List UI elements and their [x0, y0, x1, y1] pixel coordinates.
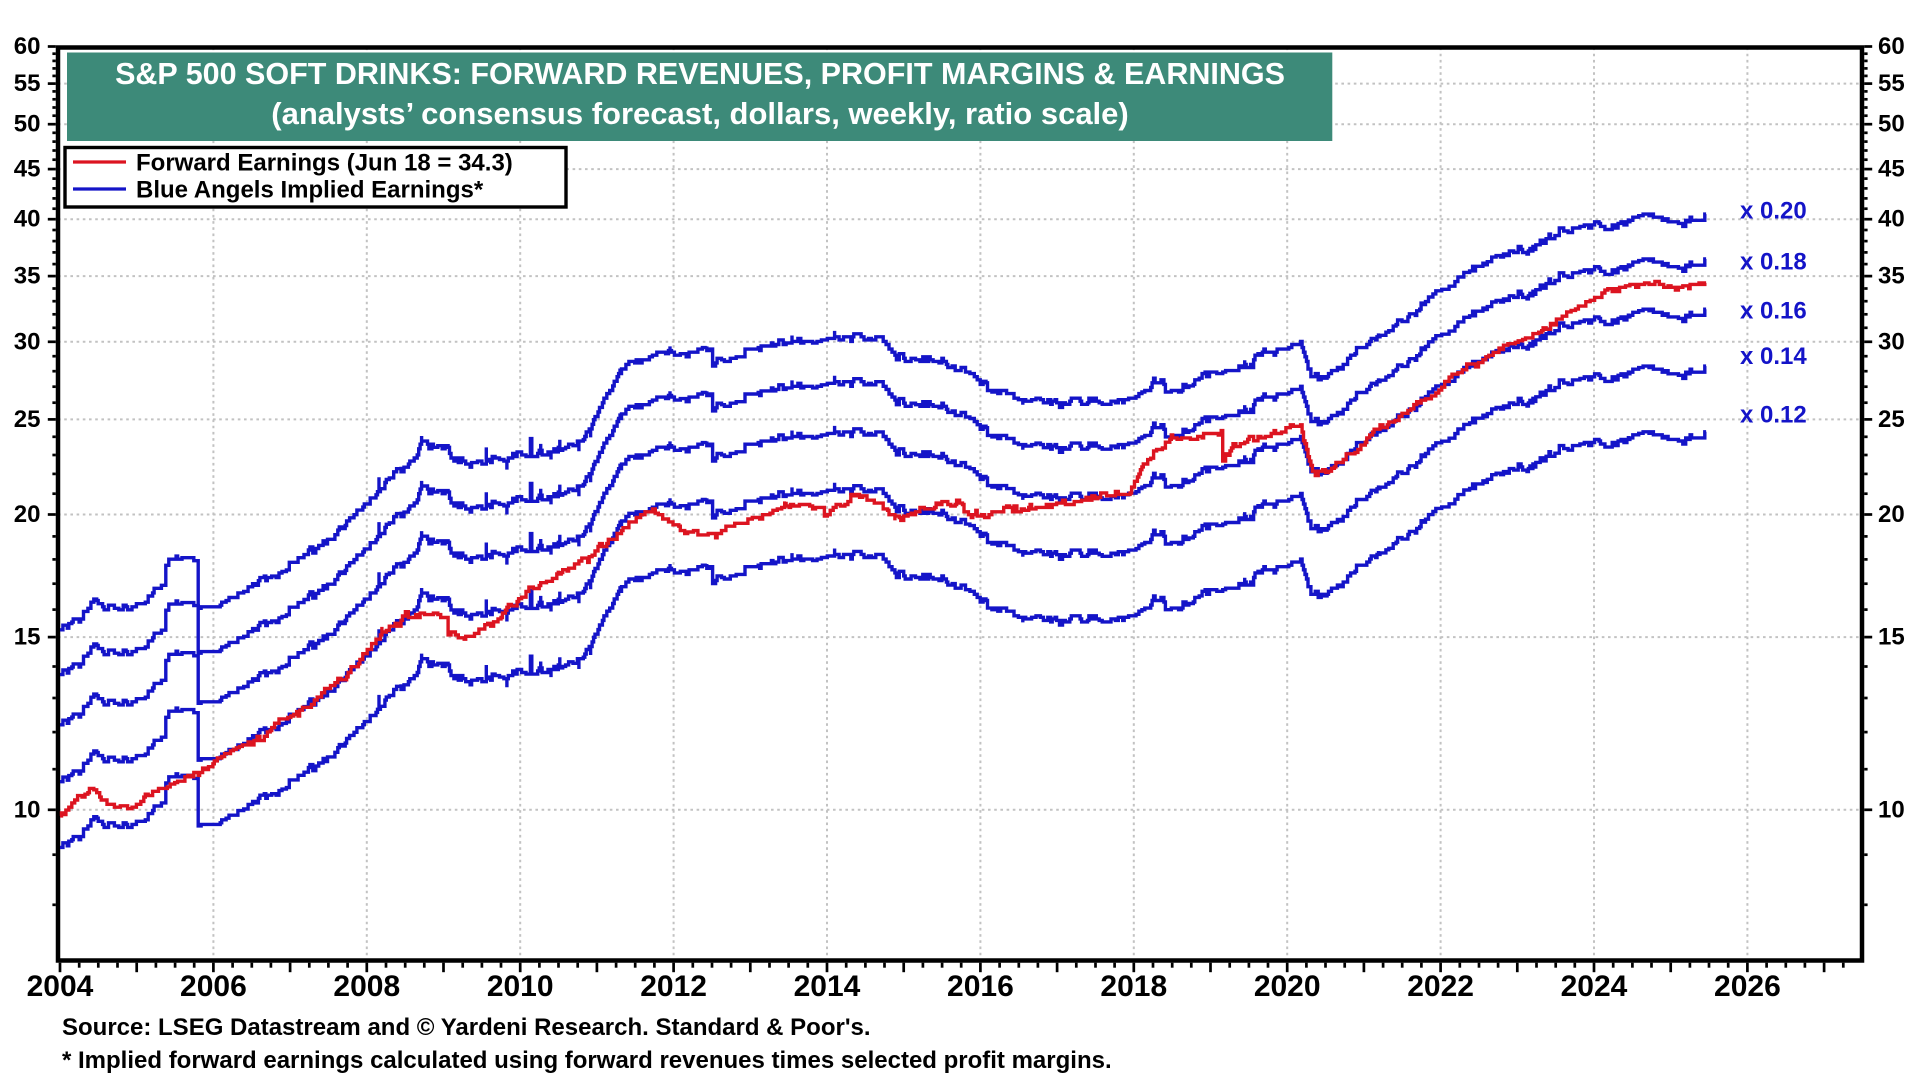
svg-text:2012: 2012 [640, 970, 707, 1003]
svg-text:50: 50 [1878, 111, 1905, 138]
svg-text:15: 15 [14, 624, 41, 651]
svg-text:2020: 2020 [1254, 970, 1321, 1003]
svg-text:25: 25 [14, 406, 41, 433]
svg-text:20: 20 [1878, 501, 1905, 528]
svg-text:55: 55 [1878, 70, 1905, 97]
svg-text:Source: LSEG Datastream and ©: Source: LSEG Datastream and © Yardeni Re… [62, 1014, 871, 1041]
svg-text:20: 20 [14, 501, 41, 528]
svg-text:30: 30 [14, 328, 41, 355]
svg-text:x 0.14: x 0.14 [1740, 343, 1807, 370]
svg-text:x 0.16: x 0.16 [1740, 297, 1807, 324]
svg-text:60: 60 [14, 33, 41, 60]
svg-text:x 0.18: x 0.18 [1740, 249, 1807, 276]
svg-text:55: 55 [14, 70, 41, 97]
svg-text:2024: 2024 [1561, 970, 1628, 1003]
svg-text:* Implied forward earnings cal: * Implied forward earnings calculated us… [62, 1047, 1112, 1074]
svg-text:2010: 2010 [487, 970, 554, 1003]
svg-text:x 0.20: x 0.20 [1740, 197, 1807, 224]
svg-text:25: 25 [1878, 406, 1905, 433]
svg-text:50: 50 [14, 111, 41, 138]
svg-text:40: 40 [14, 206, 41, 233]
svg-text:Blue Angels Implied Earnings*: Blue Angels Implied Earnings* [136, 177, 484, 204]
svg-text:2014: 2014 [794, 970, 861, 1003]
svg-text:45: 45 [1878, 156, 1905, 183]
svg-text:35: 35 [1878, 263, 1905, 290]
svg-text:45: 45 [14, 156, 41, 183]
svg-text:2006: 2006 [180, 970, 247, 1003]
svg-text:2022: 2022 [1407, 970, 1474, 1003]
svg-text:2026: 2026 [1714, 970, 1781, 1003]
svg-text:x 0.12: x 0.12 [1740, 401, 1807, 428]
svg-text:60: 60 [1878, 33, 1905, 60]
svg-text:10: 10 [14, 796, 41, 823]
svg-text:30: 30 [1878, 328, 1905, 355]
svg-text:S&P 500 SOFT DRINKS: FORWARD R: S&P 500 SOFT DRINKS: FORWARD REVENUES, P… [115, 57, 1285, 91]
svg-text:2004: 2004 [27, 970, 94, 1003]
svg-text:40: 40 [1878, 206, 1905, 233]
svg-text:15: 15 [1878, 624, 1905, 651]
svg-text:2008: 2008 [333, 970, 400, 1003]
svg-text:Forward Earnings (Jun 18 = 34.: Forward Earnings (Jun 18 = 34.3) [136, 150, 513, 177]
svg-text:10: 10 [1878, 796, 1905, 823]
svg-text:2016: 2016 [947, 970, 1014, 1003]
svg-text:(analysts’ consensus forecast,: (analysts’ consensus forecast, dollars, … [271, 96, 1128, 131]
svg-text:2018: 2018 [1100, 970, 1167, 1003]
svg-text:35: 35 [14, 263, 41, 290]
